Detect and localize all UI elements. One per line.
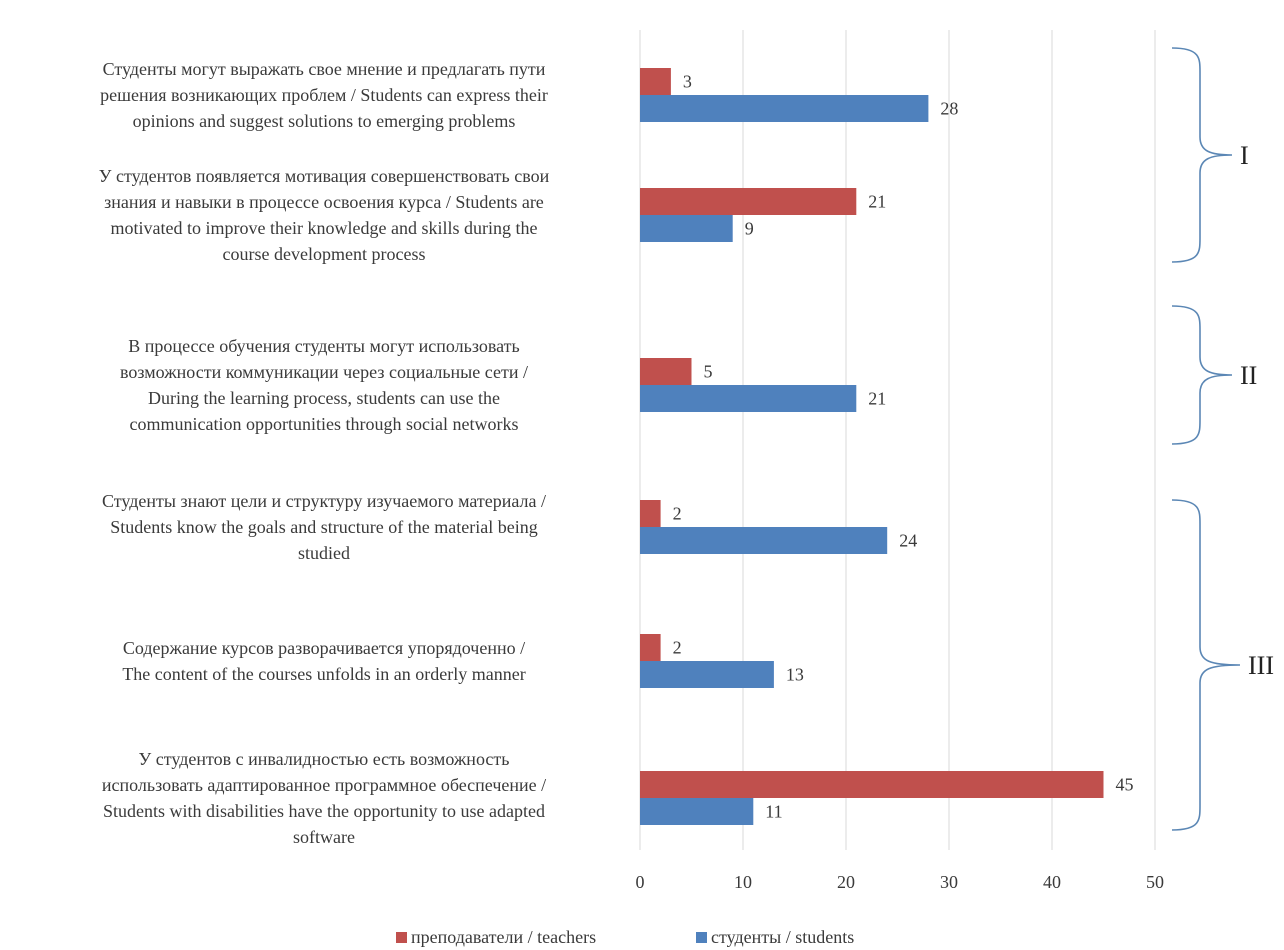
data-label: 3 bbox=[683, 72, 692, 92]
bar-students-5 bbox=[640, 798, 754, 825]
x-tick-label: 40 bbox=[1043, 872, 1061, 892]
data-label: 2 bbox=[673, 504, 682, 524]
category-label-2: В процессе обучения студенты могут испол… bbox=[120, 336, 528, 434]
legend-label-0: преподаватели / teachers bbox=[411, 927, 596, 947]
gridlines bbox=[639, 30, 1156, 850]
x-tick-label: 10 bbox=[734, 872, 752, 892]
x-tick-label: 20 bbox=[837, 872, 855, 892]
bar-students-0 bbox=[640, 95, 929, 122]
bar-teachers-4 bbox=[640, 634, 661, 661]
legend-swatch-1 bbox=[696, 932, 707, 943]
bar-students-3 bbox=[640, 527, 888, 554]
data-label: 45 bbox=[1116, 775, 1134, 795]
category-label-1: У студентов появляется мотивация соверше… bbox=[99, 166, 550, 264]
group-brace-III bbox=[1171, 499, 1241, 831]
legend-swatch-0 bbox=[396, 932, 407, 943]
data-label: 21 bbox=[868, 389, 886, 409]
group-brace-I bbox=[1171, 47, 1233, 263]
data-label: 11 bbox=[765, 802, 782, 822]
group-brace-II bbox=[1171, 305, 1233, 445]
data-labels: 3 28 21 9 5 21 2 24 2 13 45 11 bbox=[673, 72, 1134, 822]
group-label-II: II bbox=[1240, 361, 1257, 390]
x-tick-label: 50 bbox=[1146, 872, 1164, 892]
x-tick-label: 30 bbox=[940, 872, 958, 892]
bars bbox=[640, 68, 1104, 825]
group-label-III: III bbox=[1248, 651, 1274, 680]
bar-teachers-0 bbox=[640, 68, 671, 95]
bar-students-1 bbox=[640, 215, 733, 242]
legend-label-1: студенты / students bbox=[711, 927, 854, 947]
data-label: 2 bbox=[673, 638, 682, 658]
category-label-3: Студенты знают цели и структуру изучаемо… bbox=[102, 491, 546, 563]
data-label: 28 bbox=[940, 99, 958, 119]
category-label-4: Содержание курсов разворачивается упоряд… bbox=[122, 638, 525, 684]
data-label: 5 bbox=[704, 362, 713, 382]
category-label-5: У студентов с инвалидностью есть возможн… bbox=[102, 749, 546, 847]
x-axis-ticks: 0 10 20 30 40 50 bbox=[636, 872, 1165, 892]
category-label-0: Студенты могут выражать свое мнение и пр… bbox=[100, 59, 548, 131]
bar-teachers-5 bbox=[640, 771, 1104, 798]
bar-teachers-2 bbox=[640, 358, 692, 385]
data-label: 13 bbox=[786, 665, 804, 685]
data-label: 9 bbox=[745, 219, 754, 239]
bar-students-2 bbox=[640, 385, 857, 412]
data-label: 24 bbox=[899, 531, 917, 551]
group-label-I: I bbox=[1240, 141, 1249, 170]
bar-students-4 bbox=[640, 661, 774, 688]
category-labels: Студенты могут выражать свое мнение и пр… bbox=[99, 59, 550, 847]
legend: преподаватели / teachers студенты / stude… bbox=[396, 927, 854, 947]
data-label: 21 bbox=[868, 192, 886, 212]
bar-teachers-1 bbox=[640, 188, 857, 215]
bar-teachers-3 bbox=[640, 500, 661, 527]
x-tick-label: 0 bbox=[636, 872, 645, 892]
